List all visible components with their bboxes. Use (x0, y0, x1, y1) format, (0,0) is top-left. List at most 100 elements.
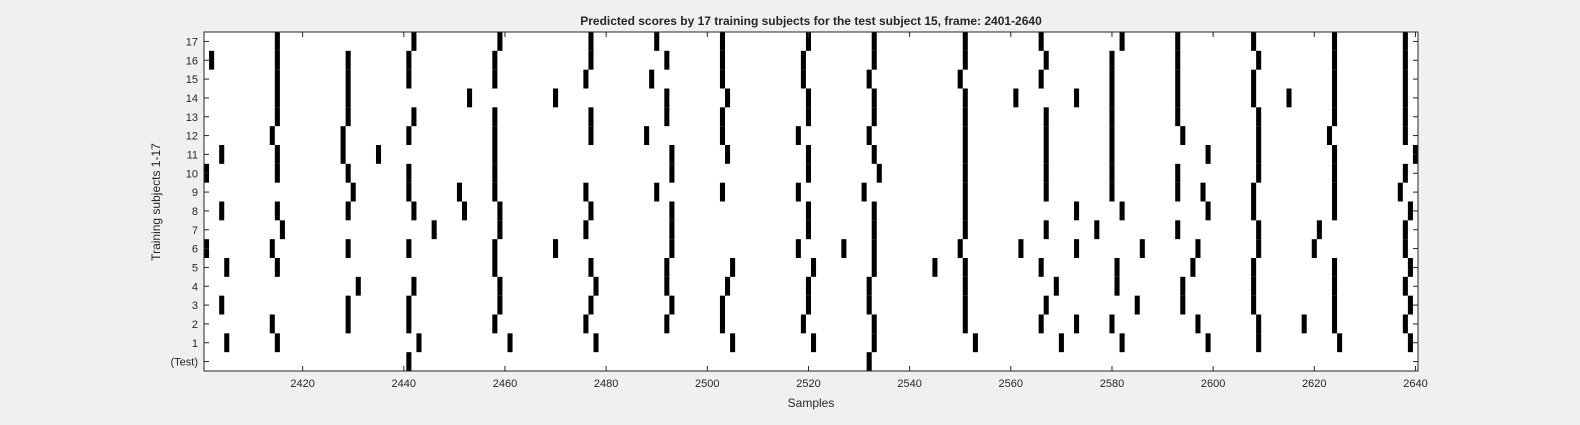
mark-row-15-1 (345, 69, 351, 89)
mark-row-10-7 (876, 163, 882, 183)
mark-row-5-10 (1038, 258, 1044, 277)
mark-row-9-7 (795, 182, 801, 202)
mark-row-13-4 (588, 107, 594, 127)
mark-row-14-8 (962, 88, 968, 108)
mark-row-9-14 (1251, 182, 1257, 202)
mark-row-12-9 (962, 126, 968, 145)
mark-row-13-0 (274, 107, 280, 127)
mark-row-14-7 (871, 88, 877, 108)
mark-row-9-0 (350, 182, 356, 202)
mark-row-7-3 (583, 220, 589, 240)
mark-row-7-13 (1402, 220, 1408, 240)
mark-row-17-4 (654, 32, 660, 51)
mark-row-17-13 (1332, 32, 1338, 51)
mark-row-13-3 (492, 107, 498, 127)
mark-row-16-5 (588, 50, 594, 70)
mark-row-4-0 (355, 276, 361, 296)
mark-row-8-3 (411, 201, 417, 221)
mark-row-8-14 (1251, 201, 1257, 221)
mark-row-15-2 (406, 69, 412, 89)
y-tick-label: 9 (192, 187, 198, 199)
mark-row-6-15 (1256, 239, 1262, 258)
mark-row-11-3 (375, 145, 382, 164)
mark-row-11-8 (871, 145, 877, 164)
mark-row-2-6 (719, 314, 726, 334)
mark-row-1-8 (972, 333, 978, 353)
mark-row-9-10 (1043, 182, 1049, 202)
mark-row-2-13 (1195, 314, 1201, 334)
mark-row-13-12 (1175, 107, 1181, 127)
y-tick-label: 16 (186, 55, 198, 67)
mark-row-12-14 (1326, 126, 1333, 145)
mark-row-6-10 (957, 239, 963, 258)
mark-row-10-4 (492, 163, 498, 183)
axes-layer: 2420 2440 2460 2480 2500 2520 2540 2560 2580 2600… (171, 31, 1428, 390)
mark-row-9-2 (456, 182, 462, 202)
mark-row-12-10 (1043, 126, 1049, 145)
mark-row-14-2 (467, 88, 473, 108)
mark-row-9-9 (962, 182, 968, 202)
y-tick-label: 3 (192, 300, 198, 312)
mark-row-1-1 (274, 333, 280, 353)
mark-row-13-5 (664, 107, 670, 127)
mark-row-8-4 (461, 201, 468, 221)
x-tick-label: 2600 (1201, 378, 1225, 390)
mark-row-17-3 (588, 32, 594, 51)
mark-row-2-5 (664, 314, 670, 334)
mark-row-15-7 (800, 69, 806, 89)
mark-row-6-17 (1402, 239, 1408, 258)
mark-row-4-13 (1332, 276, 1338, 296)
y-tick-label: 8 (192, 206, 198, 218)
mark-row-7-11 (1256, 220, 1262, 240)
mark-row-7-10 (1175, 220, 1181, 240)
mark-row-13-9 (962, 107, 968, 127)
mark-row-9-1 (406, 182, 412, 202)
mark-row-1-2 (416, 333, 422, 353)
mark-row-17-7 (871, 32, 877, 51)
mark-row-11-11 (1109, 145, 1115, 164)
mark-row-7-9 (1094, 220, 1100, 240)
mark-row-12-8 (866, 126, 872, 145)
mark-row-2-17 (1402, 314, 1408, 334)
mark-row-8-16 (1407, 201, 1413, 221)
y-tick-label: 5 (192, 262, 198, 274)
mark-row-5-6 (811, 258, 817, 277)
mark-row-2-7 (800, 314, 806, 334)
mark-row-3-4 (588, 295, 594, 315)
mark-row-16-7 (719, 50, 726, 70)
mark-row-16-2 (345, 50, 351, 70)
mark-row-15-14 (1332, 69, 1338, 89)
mark-row-6-12 (1074, 239, 1080, 258)
mark-row-2-14 (1256, 314, 1262, 334)
mark-row-16-8 (800, 50, 806, 70)
mark-row-3-2 (406, 295, 412, 315)
mark-row-12-3 (492, 126, 498, 145)
mark-row-2-2 (406, 314, 412, 334)
mark-row-3-9 (962, 295, 968, 315)
mark-row-1-10 (1119, 333, 1125, 353)
mark-row-13-2 (411, 107, 417, 127)
mark-row-4-4 (664, 276, 670, 296)
y-tick-label: 11 (187, 149, 198, 161)
mark-row-5-8 (932, 258, 938, 277)
mark-row-5-9 (962, 258, 968, 277)
mark-row-16-0 (209, 50, 215, 70)
mark-row-9-11 (1109, 182, 1115, 202)
mark-row-10-6 (805, 163, 811, 183)
x-axis-label: Samples (788, 396, 835, 410)
mark-row-11-6 (725, 145, 731, 164)
mark-row-11-10 (1043, 145, 1049, 164)
mark-row-9-16 (1397, 182, 1403, 202)
mark-row-2-15 (1301, 314, 1307, 334)
mark-row-1-3 (507, 333, 513, 353)
mark-row-4-8 (962, 276, 968, 296)
mark-row-14-3 (553, 88, 559, 108)
mark-row-1-5 (730, 333, 736, 353)
mark-row-16-9 (871, 50, 877, 70)
mark-row-5-11 (1114, 258, 1120, 277)
mark-row-15-13 (1251, 69, 1257, 89)
mark-row-13-6 (719, 107, 726, 127)
mark-row-3-6 (719, 295, 726, 315)
mark-row-15-4 (583, 69, 589, 89)
